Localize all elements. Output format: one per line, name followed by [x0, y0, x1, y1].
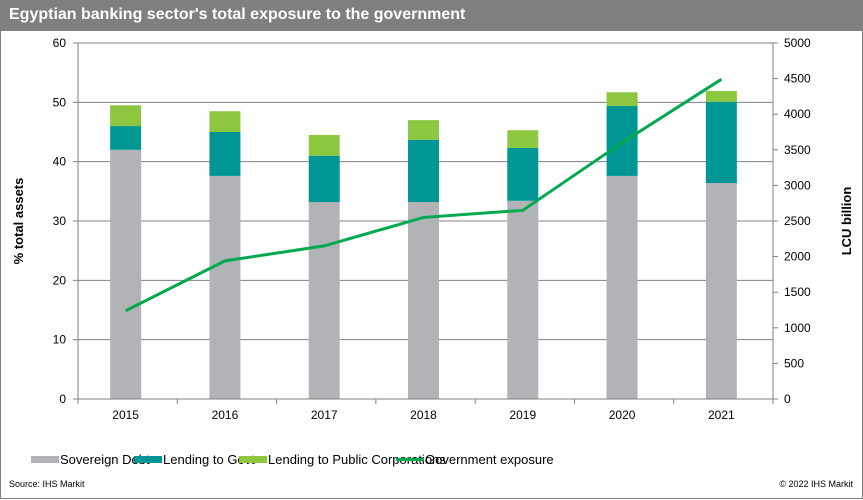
bar-lending-to-public-corporations [308, 134, 340, 156]
legend-label: Government exposure [425, 452, 554, 467]
y-tick-label-left: 40 [53, 155, 67, 169]
copyright-note: © 2022 IHS Markit [779, 479, 853, 489]
y-tick-label-right: 5000 [784, 36, 811, 50]
bar-lending-to-public-corporations [408, 120, 439, 140]
y-tick-label-left: 20 [53, 273, 67, 287]
y-tick-label-left: 30 [53, 214, 67, 228]
y-tick-label-left: 0 [59, 392, 66, 406]
y-tick-label-right: 4500 [784, 72, 811, 86]
bar-sovereign-debt [606, 175, 638, 399]
y-tick-label-right: 1500 [784, 285, 811, 299]
legend-label: Lending to Public Corporations [268, 452, 446, 467]
y-tick-label-right: 3000 [784, 178, 811, 192]
legend-item-lending-to-govt: Lending to Govt [134, 452, 255, 467]
x-tick-label: 2016 [212, 408, 239, 422]
x-tick-label: 2019 [509, 408, 536, 422]
chart-plot: 0 10 20 30 40 50 60 0 500 1000 1500 2000 2500 3000 350… [11, 36, 854, 422]
source-note: Source: IHS Markit [9, 479, 85, 489]
bar-sovereign-debt [705, 183, 737, 399]
y-axis-title-left: % total assets [11, 178, 26, 265]
legend-swatch-lending-to-public-corporations [239, 456, 267, 463]
x-tick-label: 2018 [410, 408, 437, 422]
y-tick-label-right: 2000 [784, 250, 811, 264]
x-tick-label: 2020 [609, 408, 636, 422]
x-tick-label: 2015 [112, 408, 139, 422]
bar-lending-to-public-corporations [110, 105, 142, 127]
axes [73, 42, 778, 404]
bar-sovereign-debt [408, 202, 439, 399]
x-tick-label: 2017 [311, 408, 338, 422]
bar-lending-to-govt [705, 101, 737, 184]
x-tick-label: 2021 [708, 408, 735, 422]
y-tick-label-right: 500 [784, 356, 804, 370]
bar-lending-to-govt [507, 148, 539, 201]
bar-lending-to-public-corporations [705, 91, 737, 102]
y-tick-label-right: 4000 [784, 107, 811, 121]
legend-swatch-sovereign-debt [31, 456, 59, 463]
y-tick-label-left: 10 [53, 333, 67, 347]
legend-label: Sovereign Debt [60, 452, 150, 467]
bar-sovereign-debt [209, 175, 241, 399]
bar-lending-to-public-corporations [209, 111, 241, 132]
bar-lending-to-govt [209, 132, 241, 176]
bar-sovereign-debt [110, 149, 142, 399]
legend-swatch-government-exposure [396, 458, 424, 461]
title-bar: Egyptian banking sector's total exposure… [0, 0, 863, 31]
bar-lending-to-govt [606, 105, 638, 176]
y-tick-label-right: 1000 [784, 321, 811, 335]
chart-title: Egyptian banking sector's total exposure… [9, 6, 466, 23]
y-tick-label-left: 50 [53, 95, 67, 109]
y-axis-title-right: LCU billion [839, 187, 854, 256]
bar-lending-to-public-corporations [606, 92, 638, 106]
tick-labels: 0 10 20 30 40 50 60 0 500 1000 1500 2000 2500 3000 350… [53, 36, 811, 422]
legend-item-lending-to-public-corporations: Lending to Public Corporations [239, 452, 446, 467]
legend-item-government-exposure: Government exposure [396, 452, 554, 467]
bar-lending-to-public-corporations [507, 130, 539, 149]
y-tick-label-left: 60 [53, 36, 67, 50]
legend-swatch-lending-to-govt [134, 456, 162, 463]
bar-lending-to-govt [110, 126, 142, 150]
legend-item-sovereign-debt: Sovereign Debt [31, 452, 150, 467]
bar-sovereign-debt [308, 202, 340, 399]
bar-sovereign-debt [507, 200, 539, 399]
y-tick-label-right: 0 [784, 392, 791, 406]
bar-lending-to-govt [408, 139, 439, 203]
y-tick-label-right: 2500 [784, 214, 811, 228]
bar-lending-to-govt [308, 155, 340, 203]
bars [110, 91, 737, 399]
legend: Sovereign Debt Lending to Govt Lending t… [0, 452, 863, 470]
line-series [124, 78, 723, 313]
y-tick-label-right: 3500 [784, 143, 811, 157]
legend-label: Lending to Govt [163, 452, 255, 467]
